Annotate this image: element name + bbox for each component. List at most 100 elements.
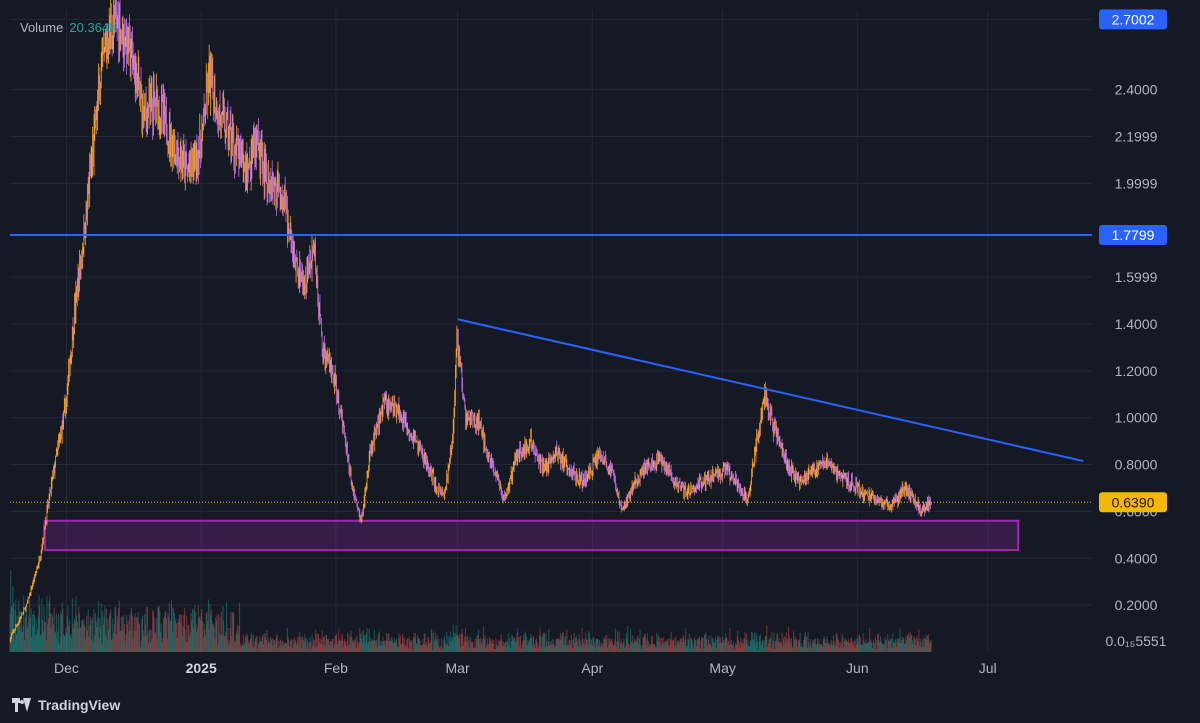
volume-bars	[9, 569, 932, 652]
volume-bar	[99, 618, 101, 652]
volume-bar	[412, 649, 414, 652]
drawn-lines[interactable]	[10, 233, 1092, 503]
volume-bar	[605, 639, 607, 652]
volume-bar	[509, 648, 511, 652]
volume-bar	[735, 643, 737, 652]
volume-bar	[638, 643, 640, 652]
volume-bar	[832, 635, 834, 652]
volume-bar	[664, 641, 666, 652]
volume-bar	[696, 639, 698, 652]
volume-bar	[555, 639, 557, 652]
volume-bar	[646, 633, 648, 652]
volume-bar	[722, 640, 724, 652]
time-axis[interactable]: Dec 2025 Feb Mar Apr May Jun Jul	[54, 660, 997, 676]
volume-bar	[527, 640, 529, 652]
volume-bar	[672, 639, 674, 652]
volume-bar	[296, 644, 298, 652]
volume-bar	[225, 631, 227, 652]
volume-bar	[393, 642, 395, 652]
volume-bar	[157, 606, 159, 652]
volume-bar	[896, 638, 898, 652]
volume-bar	[645, 638, 647, 652]
volume-bar	[649, 644, 651, 652]
volume-bar	[522, 641, 524, 652]
volume-bar	[793, 631, 795, 652]
support-zone[interactable]	[43, 519, 1020, 552]
volume-bar	[239, 602, 241, 652]
volume-bar	[566, 629, 568, 652]
volume-bar	[748, 646, 750, 652]
volume-bar	[328, 638, 330, 652]
volume-bar	[675, 645, 677, 652]
volume-bar	[209, 604, 211, 652]
volume-bar	[251, 635, 253, 652]
volume-bar	[394, 642, 396, 652]
volume-bar	[836, 634, 838, 652]
volume-bar	[564, 635, 566, 652]
volume-bar	[709, 643, 711, 652]
volume-bar	[409, 639, 411, 652]
volume-bar	[407, 648, 409, 652]
time-tick-label: Apr	[581, 660, 603, 676]
volume-bar	[609, 638, 611, 652]
volume-bar	[588, 631, 590, 652]
volume-bar	[212, 624, 214, 652]
volume-bar	[877, 633, 879, 652]
volume-bar	[851, 637, 853, 652]
volume-bar	[651, 636, 653, 652]
volume-bar	[518, 646, 520, 652]
volume-bar	[375, 639, 377, 652]
grid	[10, 10, 1092, 652]
volume-bar	[339, 639, 341, 652]
volume-bar	[223, 635, 225, 652]
volume-bar	[85, 627, 87, 652]
volume-bar	[325, 634, 327, 652]
volume-bar	[367, 643, 369, 652]
volume-bar	[424, 634, 426, 652]
chart-canvas[interactable]: 0.20000.40000.60000.80001.00001.20001.40…	[0, 0, 1200, 687]
volume-bar	[622, 645, 624, 652]
volume-bar	[646, 644, 648, 652]
volume-bar	[290, 639, 292, 652]
volume-bar	[318, 642, 320, 652]
volume-bar	[735, 644, 737, 652]
volume-bar	[366, 627, 368, 652]
volume-bar	[191, 620, 193, 652]
volume-bar	[479, 642, 481, 652]
volume-bar	[269, 642, 271, 652]
volume-bar	[601, 642, 603, 652]
volume-bar	[115, 634, 117, 652]
footer-bar: TradingView	[0, 687, 1200, 723]
price-axis[interactable]: 0.20000.40000.60000.80001.00001.20001.40…	[1099, 9, 1167, 649]
volume-bar	[22, 626, 24, 652]
volume-bar	[727, 643, 729, 652]
volume-bar	[18, 600, 20, 652]
volume-bar	[620, 638, 622, 652]
volume-bar	[699, 647, 701, 652]
volume-bar	[891, 647, 893, 652]
volume-bar	[808, 642, 810, 652]
volume-bar	[58, 614, 60, 652]
price-tag	[1099, 224, 1167, 245]
volume-bar	[101, 643, 103, 652]
tradingview-logo[interactable]: TradingView	[12, 697, 120, 713]
volume-bar	[613, 645, 615, 652]
volume-bar	[360, 638, 362, 652]
volume-bar	[554, 645, 556, 652]
volume-legend: Volume 20.364K	[20, 20, 118, 35]
volume-bar	[536, 642, 538, 652]
volume-bar	[792, 648, 794, 652]
volume-bar	[712, 637, 714, 652]
volume-bar	[249, 638, 251, 652]
volume-bar	[726, 638, 728, 652]
volume-bar	[192, 609, 194, 652]
volume-bar	[916, 635, 918, 652]
volume-bar	[539, 627, 541, 652]
volume-bar	[88, 636, 90, 652]
volume-bar	[451, 636, 453, 652]
volume-bar	[87, 609, 89, 652]
volume-bar	[675, 636, 677, 652]
volume-bar	[415, 643, 417, 652]
volume-bar	[692, 644, 694, 652]
